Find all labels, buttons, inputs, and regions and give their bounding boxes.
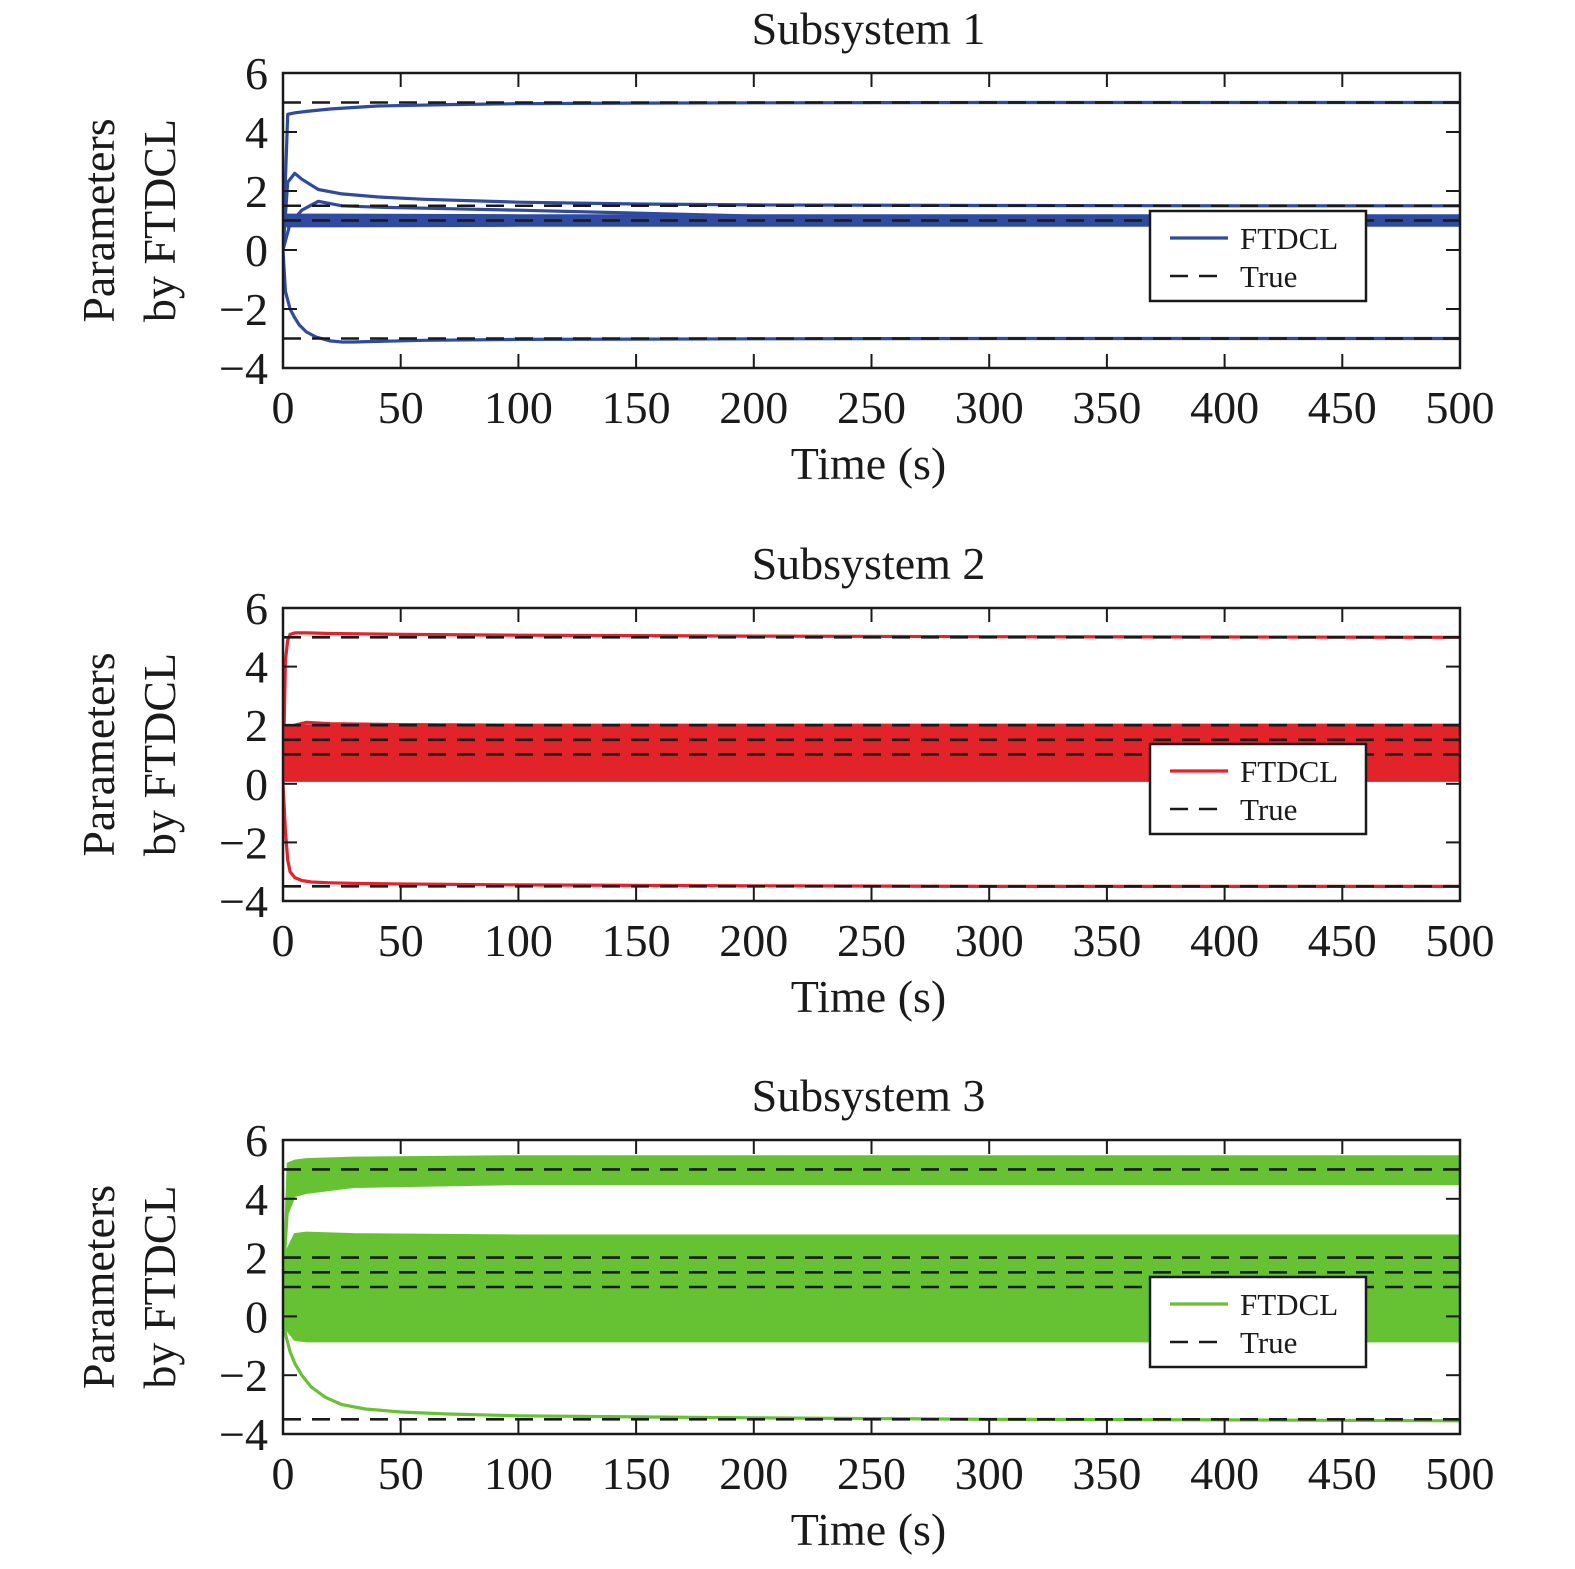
x-tick-label: 100 xyxy=(484,915,553,966)
x-tick-label: 50 xyxy=(378,1448,424,1499)
x-tick-label: 100 xyxy=(484,382,553,433)
x-tick-label: 0 xyxy=(272,1448,295,1499)
legend-box xyxy=(1148,742,1368,836)
x-tick-label: 250 xyxy=(837,915,906,966)
y-tick-label: 4 xyxy=(245,642,268,693)
estimate-line-3 xyxy=(283,783,1460,888)
y-tick-label: −4 xyxy=(219,876,268,927)
x-tick-label: 200 xyxy=(719,382,788,433)
y-tick-label: 6 xyxy=(245,48,268,99)
legend-true-label: True xyxy=(1240,1325,1297,1360)
y-tick-label: 0 xyxy=(245,225,268,276)
y-tick-label: 4 xyxy=(245,107,268,158)
y-tick-label: −4 xyxy=(219,1409,268,1460)
estimate-line-1 xyxy=(283,1298,1460,1423)
y-tick-label: −2 xyxy=(219,1350,268,1401)
x-tick-label: 250 xyxy=(837,1448,906,1499)
x-tick-label: 350 xyxy=(1072,1448,1141,1499)
y-axis-label-line-2: by FTDCL xyxy=(134,1185,185,1388)
x-tick-label: 350 xyxy=(1072,382,1141,433)
y-tick-label: 4 xyxy=(245,1174,268,1225)
x-tick-label: 300 xyxy=(955,382,1024,433)
x-tick-label: 500 xyxy=(1426,382,1495,433)
x-tick-label: 450 xyxy=(1308,382,1377,433)
x-tick-label: 150 xyxy=(602,1448,671,1499)
x-tick-label: 0 xyxy=(272,915,295,966)
chart-panel-1: 0 50 100 150 200 250 300 350 400 450 500−4−20246Su… xyxy=(73,3,1495,489)
legend-estimate-label: FTDCL xyxy=(1240,221,1338,256)
x-tick-label: 100 xyxy=(484,1448,553,1499)
legend-estimate-label: FTDCL xyxy=(1240,754,1338,789)
x-tick-label: 500 xyxy=(1426,1448,1495,1499)
y-tick-label: 2 xyxy=(245,700,268,751)
y-axis-label-line-1: Parameters xyxy=(73,1185,124,1389)
legend-true-label: True xyxy=(1240,792,1297,827)
legend-box xyxy=(1148,1275,1368,1369)
estimate-line-2 xyxy=(283,171,1460,251)
y-axis-label-line-1: Parameters xyxy=(73,652,124,856)
x-tick-label: 400 xyxy=(1190,382,1259,433)
y-tick-label: −2 xyxy=(219,284,268,335)
y-tick-label: −4 xyxy=(219,343,268,394)
y-tick-label: 0 xyxy=(245,759,268,810)
legend-box xyxy=(1148,209,1368,303)
x-tick-label: 200 xyxy=(719,1448,788,1499)
x-tick-label: 200 xyxy=(719,915,788,966)
legend-true-label: True xyxy=(1240,259,1297,294)
x-tick-label: 400 xyxy=(1190,915,1259,966)
y-tick-label: 2 xyxy=(245,166,268,217)
x-axis-label: Time (s) xyxy=(791,1504,947,1555)
y-tick-label: −2 xyxy=(219,817,268,868)
legend-estimate-label: FTDCL xyxy=(1240,1287,1338,1322)
x-tick-label: 450 xyxy=(1308,1448,1377,1499)
chart-title: Subsystem 3 xyxy=(752,1070,986,1121)
x-tick-label: 50 xyxy=(378,382,424,433)
estimate-line-3 xyxy=(283,199,1460,251)
chart-title: Subsystem 1 xyxy=(752,3,986,54)
y-tick-label: 6 xyxy=(245,583,268,634)
x-tick-label: 500 xyxy=(1426,915,1495,966)
y-axis-label-line-2: by FTDCL xyxy=(134,119,185,322)
y-tick-label: 0 xyxy=(245,1291,268,1342)
x-tick-label: 250 xyxy=(837,382,906,433)
x-tick-label: 350 xyxy=(1072,915,1141,966)
chart-panel-2: 0 50 100 150 200 250 300 350 400 450 500−4−20246Su… xyxy=(73,538,1495,1022)
x-axis-label: Time (s) xyxy=(791,971,947,1022)
y-tick-label: 6 xyxy=(245,1115,268,1166)
y-axis-label-line-1: Parameters xyxy=(73,118,124,322)
x-tick-label: 150 xyxy=(602,915,671,966)
x-tick-label: 50 xyxy=(378,915,424,966)
x-tick-label: 300 xyxy=(955,915,1024,966)
x-tick-label: 0 xyxy=(272,382,295,433)
estimate-line-4 xyxy=(283,249,1460,344)
x-tick-label: 150 xyxy=(602,382,671,433)
y-axis-label-line-2: by FTDCL xyxy=(134,653,185,856)
x-tick-label: 450 xyxy=(1308,915,1377,966)
x-tick-label: 400 xyxy=(1190,1448,1259,1499)
chart-panel-3: 0 50 100 150 200 250 300 350 400 450 500−4−20246Su… xyxy=(73,1070,1495,1555)
x-tick-label: 300 xyxy=(955,1448,1024,1499)
y-tick-label: 2 xyxy=(245,1233,268,1284)
chart-title: Subsystem 2 xyxy=(752,538,986,589)
x-axis-label: Time (s) xyxy=(791,438,947,489)
